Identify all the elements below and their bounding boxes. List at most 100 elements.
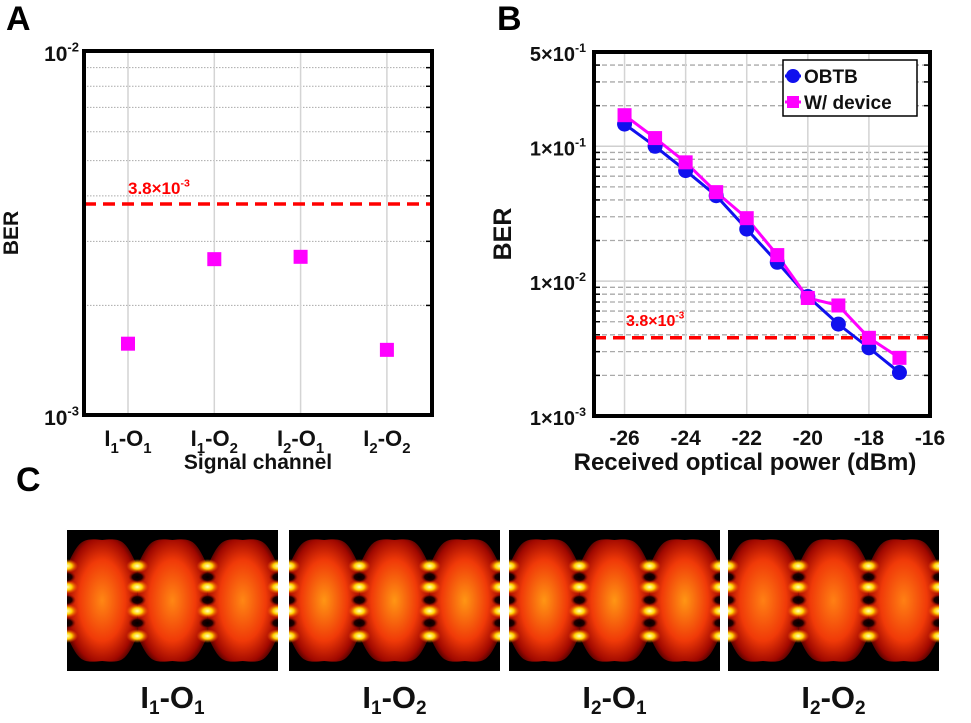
eye-crossing-dark bbox=[289, 571, 298, 583]
eye-crossing-dark bbox=[859, 571, 878, 583]
eye-level-dot bbox=[709, 629, 720, 643]
eye-diagram-image bbox=[509, 539, 720, 662]
b-threshold-group: 3.8×10-3 bbox=[594, 311, 930, 340]
eye-crossing-dark bbox=[640, 594, 659, 606]
eye-level-dot bbox=[289, 580, 300, 594]
eye-level-dot bbox=[728, 629, 739, 643]
eye-crossing-dark bbox=[289, 594, 298, 606]
eye-crossing-dark bbox=[789, 594, 808, 606]
eye-crossing-dark bbox=[859, 617, 878, 629]
a-xtick-label: I1-O1 bbox=[104, 426, 151, 457]
eye-diagram bbox=[67, 530, 278, 671]
eye-level-dot bbox=[289, 559, 300, 573]
b-series-line-device bbox=[623, 113, 901, 360]
eye-level-dot bbox=[418, 559, 441, 573]
eye-level-dot bbox=[857, 629, 880, 643]
chart-b: 3.8×10-3 OBTB W/ device 5×10-1 1×10-1 1×10-… bbox=[489, 41, 945, 476]
a-xtick-labels: I1-O1 I1-O2 I2-O1 I2-O2 bbox=[104, 426, 410, 457]
eye-level-dot bbox=[489, 629, 500, 643]
b-data-point-device bbox=[800, 290, 815, 305]
a-xtick-label: I1-O2 bbox=[191, 426, 238, 457]
eye-level-dot bbox=[509, 580, 520, 594]
eye-crossing-dark bbox=[420, 617, 439, 629]
eye-crossing-dark bbox=[420, 594, 439, 606]
eye-level-dot bbox=[289, 604, 300, 618]
eye-crossing-dark bbox=[128, 617, 147, 629]
eye-crossing-dark bbox=[128, 571, 147, 583]
a-ytick-labels: 10-2 10-3 bbox=[44, 40, 79, 430]
eye-level-dot bbox=[348, 559, 371, 573]
b-ytick-labels: 5×10-1 1×10-1 1×10-2 1×10-3 bbox=[530, 41, 586, 430]
b-legend-label: OBTB bbox=[804, 67, 858, 88]
obtb-legend-icon bbox=[786, 69, 800, 83]
eye-level-dot bbox=[489, 580, 500, 594]
eye-diagram-image bbox=[289, 539, 500, 662]
eye-level-dot bbox=[709, 580, 720, 594]
b-data-point-device bbox=[861, 330, 876, 345]
eye-lobe bbox=[868, 539, 939, 662]
eye-level-dot bbox=[638, 559, 661, 573]
b-legend: OBTB W/ device bbox=[782, 59, 918, 117]
eye-level-dot bbox=[126, 629, 149, 643]
eye-level-dot bbox=[728, 604, 739, 618]
eye-crossing-dark bbox=[198, 594, 217, 606]
eye-lobe bbox=[289, 539, 360, 662]
eye-level-dot bbox=[267, 604, 278, 618]
eye-crossing-dark bbox=[509, 594, 518, 606]
eye-crossing-dark bbox=[509, 571, 518, 583]
eye-crossing-dark bbox=[289, 617, 298, 629]
eye-level-dot bbox=[267, 629, 278, 643]
eye-crossing-dark bbox=[570, 617, 589, 629]
eye-lobe bbox=[359, 539, 430, 662]
eye-level-dot bbox=[67, 559, 78, 573]
eye-level-dot bbox=[787, 629, 810, 643]
eye-crossing-dark bbox=[789, 571, 808, 583]
a-plot-frame bbox=[82, 49, 434, 417]
eye-crossing-dark bbox=[789, 617, 808, 629]
a-ytick-label: 10-3 bbox=[44, 404, 79, 430]
eye-level-dot bbox=[126, 559, 149, 573]
eye-level-dot bbox=[267, 559, 278, 573]
b-threshold-label: 3.8×10-3 bbox=[626, 311, 685, 330]
eye-lobe bbox=[67, 539, 138, 662]
eye-diagram-image bbox=[728, 539, 939, 662]
b-ytick-label: 1×10-2 bbox=[530, 270, 586, 295]
b-legend-box bbox=[782, 59, 918, 117]
eye-lobe bbox=[509, 539, 580, 662]
eye-level-dot bbox=[709, 559, 720, 573]
eye-crossing-dark bbox=[728, 617, 737, 629]
eye-level-dot bbox=[928, 604, 939, 618]
eye-crossing-dark bbox=[930, 617, 939, 629]
panel-b-letter: B bbox=[497, 0, 522, 38]
a-ytick-label: 10-2 bbox=[44, 40, 79, 66]
b-xlabel: Received optical power (dBm) bbox=[574, 449, 917, 476]
eye-level-dot bbox=[348, 629, 371, 643]
eye-level-dot bbox=[509, 629, 520, 643]
eye-crossing-dark bbox=[198, 571, 217, 583]
eye-crossing-dark bbox=[930, 571, 939, 583]
a-data-point bbox=[121, 336, 135, 351]
eye-diagram-label: I2-O1 bbox=[582, 680, 647, 719]
eye-level-dot bbox=[857, 559, 880, 573]
a-data-point bbox=[379, 342, 394, 357]
eye-level-dot bbox=[509, 559, 520, 573]
eye-crossing-dark bbox=[570, 571, 589, 583]
b-xtick-label: -18 bbox=[854, 427, 885, 450]
a-xtick-label: I2-O1 bbox=[277, 426, 324, 457]
b-data-point-device bbox=[709, 185, 724, 200]
eye-crossing-dark bbox=[491, 571, 500, 583]
a-threshold-group: 3.8×10-3 bbox=[84, 177, 432, 206]
eye-level-dot bbox=[928, 629, 939, 643]
eye-crossing-dark bbox=[728, 571, 737, 583]
eye-crossing-dark bbox=[350, 617, 369, 629]
eye-crossing-dark bbox=[350, 594, 369, 606]
b-data-point-obtb bbox=[830, 316, 846, 332]
eye-crossing-dark bbox=[570, 594, 589, 606]
eye-crossing-dark bbox=[128, 594, 147, 606]
eye-diagram-label: I2-O2 bbox=[801, 680, 866, 719]
eye-crossing-dark bbox=[350, 571, 369, 583]
a-data-markers bbox=[121, 249, 394, 357]
eye-crossing-dark bbox=[198, 617, 217, 629]
chart-a: 3.8×10-3 10-2 10-3 I1-O1 I1-O2 I2-O1 I2-O2 B… bbox=[0, 40, 434, 474]
panel-c-letter: C bbox=[16, 461, 41, 499]
